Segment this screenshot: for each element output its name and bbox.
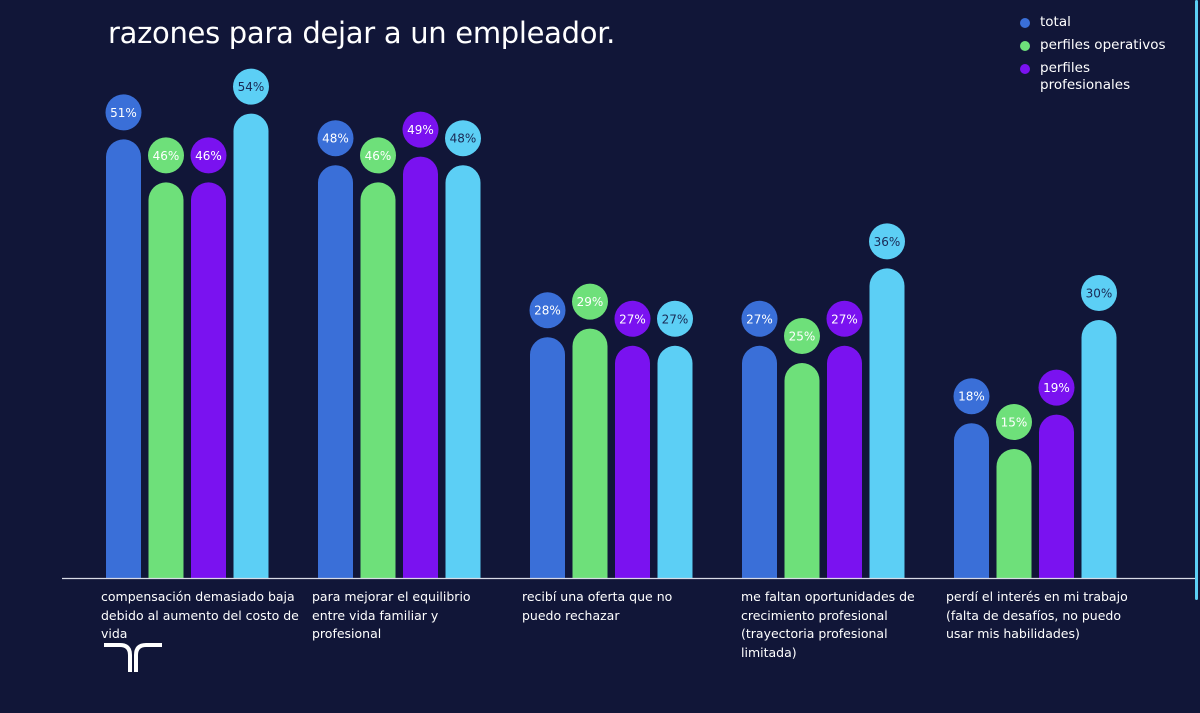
edge-accent-line xyxy=(1195,0,1198,600)
data-label-bubble xyxy=(445,120,481,157)
bar xyxy=(954,423,989,578)
bar xyxy=(106,139,141,578)
data-label: 15% xyxy=(1001,416,1028,430)
data-label-bubble xyxy=(953,378,990,415)
data-label-bubble xyxy=(233,68,269,105)
data-label: 48% xyxy=(322,132,349,146)
bar xyxy=(148,182,184,578)
legend-item-total: total xyxy=(1020,14,1180,31)
category-label: compensación demasiado baja debido al au… xyxy=(101,589,299,641)
bar xyxy=(827,345,862,578)
data-label-bubble xyxy=(869,223,905,260)
category-label: para mejorar el equilibrio entre vida fa… xyxy=(312,589,471,641)
data-label-bubble xyxy=(614,300,651,337)
legend-item-perfiles-profesionales: perfiles profesionales xyxy=(1020,60,1180,94)
data-label: 19% xyxy=(1043,381,1070,395)
bar xyxy=(233,113,269,578)
data-label: 30% xyxy=(1086,287,1113,301)
data-label-bubble xyxy=(148,137,184,174)
bar xyxy=(996,449,1032,578)
data-label-bubble xyxy=(402,111,439,148)
category-label: perdí el interés en mi trabajo (falta de… xyxy=(946,589,1128,641)
data-label: 27% xyxy=(619,312,646,326)
data-label-bubble xyxy=(529,292,566,329)
data-label-bubble xyxy=(741,300,778,337)
data-label: 29% xyxy=(577,295,604,309)
data-label: 27% xyxy=(662,312,689,326)
legend-item-perfiles-operativos: perfiles operativos xyxy=(1020,37,1180,54)
data-label-bubble xyxy=(996,404,1032,440)
data-label-bubble xyxy=(360,137,396,174)
data-label-bubble xyxy=(1038,369,1075,406)
data-label: 28% xyxy=(534,304,561,318)
legend-dot-icon xyxy=(1020,64,1030,74)
legend-dot-icon xyxy=(1020,18,1030,28)
bar xyxy=(318,165,353,578)
bar xyxy=(403,156,438,578)
data-label: 27% xyxy=(831,312,858,326)
bar xyxy=(360,182,396,578)
legend: total perfiles operativos perfiles profe… xyxy=(1020,14,1180,100)
data-label-bubble xyxy=(657,300,693,337)
bar xyxy=(572,328,608,578)
bar xyxy=(1039,414,1074,578)
data-label-bubble xyxy=(105,94,142,131)
category-label: me faltan oportunidades de crecimiento p… xyxy=(741,589,915,660)
bar xyxy=(615,345,650,578)
company-logo xyxy=(104,643,162,672)
data-label: 25% xyxy=(789,330,816,344)
legend-dot-icon xyxy=(1020,41,1030,51)
data-label-bubble xyxy=(826,300,863,337)
data-label-bubble xyxy=(190,137,227,174)
category-label: recibí una oferta que no puedo rechazar xyxy=(522,589,673,623)
data-label-bubble xyxy=(784,318,820,354)
data-label: 46% xyxy=(153,149,180,163)
data-label: 49% xyxy=(407,123,434,137)
bar xyxy=(742,345,777,578)
data-label: 27% xyxy=(746,312,773,326)
bar xyxy=(530,337,565,578)
bar xyxy=(191,182,226,578)
data-label: 54% xyxy=(238,80,265,94)
bar xyxy=(445,165,481,578)
data-label: 36% xyxy=(874,235,901,249)
data-label-bubble xyxy=(572,283,608,320)
bar xyxy=(869,268,905,578)
data-label: 18% xyxy=(958,390,985,404)
chart-title: razones para dejar a un empleador. xyxy=(108,16,616,50)
data-label: 48% xyxy=(450,132,477,146)
bar xyxy=(784,363,820,578)
bar xyxy=(657,345,693,578)
data-label-bubble xyxy=(317,120,354,157)
data-label: 51% xyxy=(110,106,137,120)
data-label: 46% xyxy=(365,149,392,163)
data-label-bubble xyxy=(1081,275,1117,311)
data-label: 46% xyxy=(195,149,222,163)
bar xyxy=(1081,320,1117,578)
